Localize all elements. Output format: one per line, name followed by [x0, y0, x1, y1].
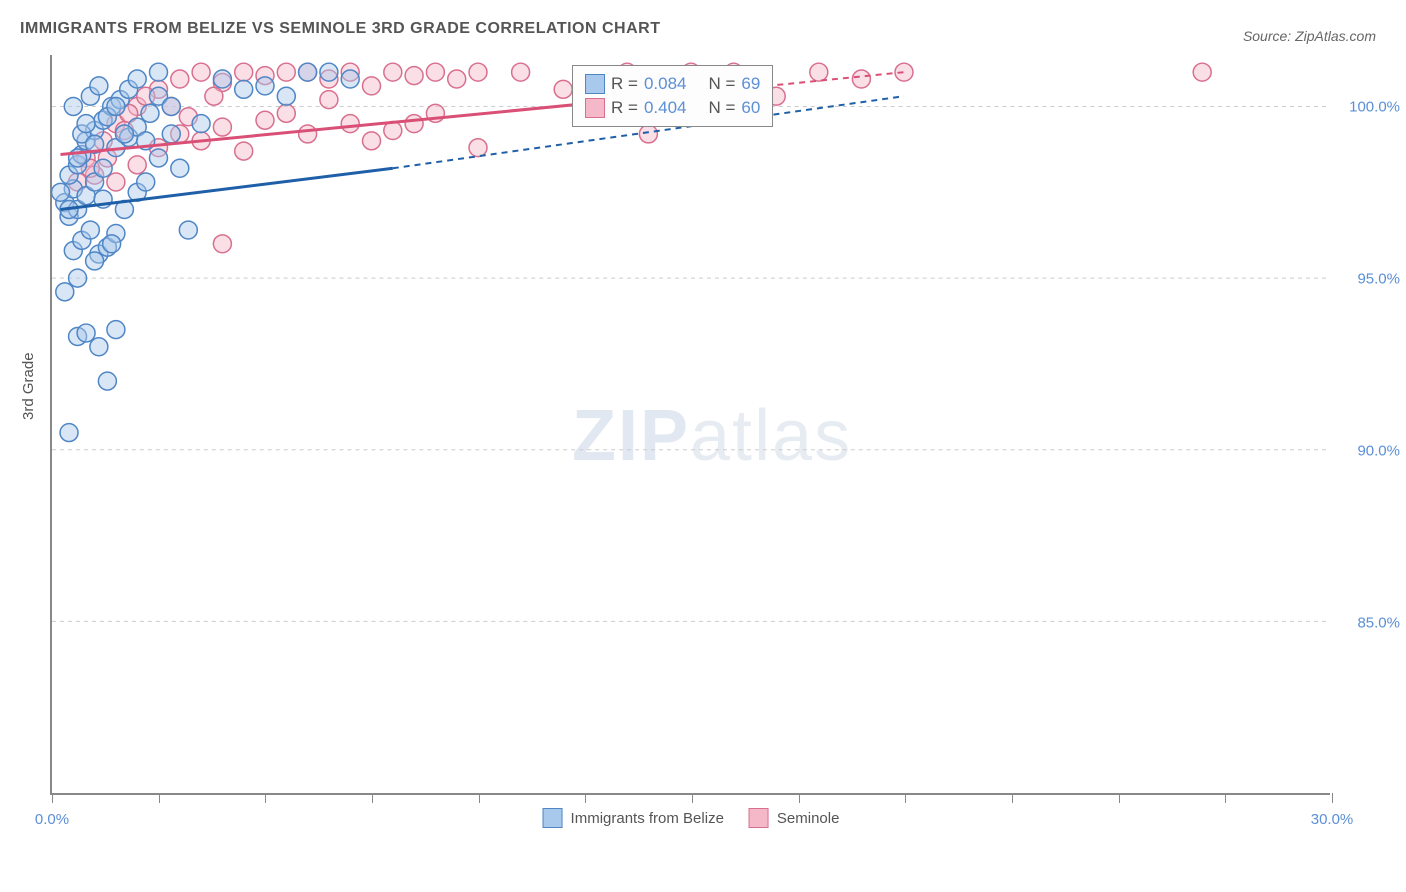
bottom-legend: Immigrants from Belize Seminole — [543, 808, 840, 828]
x-tick — [799, 793, 800, 803]
y-tick-label: 95.0% — [1357, 270, 1400, 287]
y-tick-label: 90.0% — [1357, 442, 1400, 459]
x-tick — [159, 793, 160, 803]
bottom-legend-seminole: Seminole — [749, 808, 840, 828]
x-tick — [905, 793, 906, 803]
n-value-seminole: 60 — [741, 98, 760, 118]
swatch-seminole — [585, 98, 605, 118]
x-tick — [265, 793, 266, 803]
n-value-belize: 69 — [741, 74, 760, 94]
x-tick — [52, 793, 53, 803]
legend-row-seminole: R = 0.404 N = 60 — [585, 96, 760, 120]
y-axis-label: 3rd Grade — [20, 352, 37, 420]
x-tick — [372, 793, 373, 803]
x-tick — [479, 793, 480, 803]
x-tick-label: 0.0% — [35, 811, 69, 828]
r-value-seminole: 0.404 — [644, 98, 687, 118]
bottom-legend-belize: Immigrants from Belize — [543, 808, 724, 828]
swatch-belize — [585, 74, 605, 94]
chart-area: ZIPatlas 85.0%90.0%95.0%100.0% 0.0%30.0%… — [50, 55, 1330, 795]
y-tick-label: 85.0% — [1357, 614, 1400, 631]
source-label: Source: ZipAtlas.com — [1243, 28, 1376, 44]
swatch-seminole-icon — [749, 808, 769, 828]
x-tick — [585, 793, 586, 803]
r-label: R = — [611, 98, 638, 118]
x-tick — [1225, 793, 1226, 803]
r-label: R = — [611, 74, 638, 94]
x-tick — [1119, 793, 1120, 803]
x-tick — [692, 793, 693, 803]
bottom-legend-belize-label: Immigrants from Belize — [571, 810, 724, 827]
y-tick-label: 100.0% — [1349, 98, 1400, 115]
plot-svg — [52, 55, 1330, 793]
r-value-belize: 0.084 — [644, 74, 687, 94]
x-tick — [1332, 793, 1333, 803]
x-tick — [1012, 793, 1013, 803]
correlation-legend: R = 0.084 N = 69 R = 0.404 N = 60 — [572, 65, 773, 127]
n-label: N = — [708, 98, 735, 118]
n-label: N = — [708, 74, 735, 94]
swatch-belize-icon — [543, 808, 563, 828]
x-tick-label: 30.0% — [1311, 811, 1354, 828]
bottom-legend-seminole-label: Seminole — [777, 810, 840, 827]
chart-title: IMMIGRANTS FROM BELIZE VS SEMINOLE 3RD G… — [20, 20, 660, 38]
legend-row-belize: R = 0.084 N = 69 — [585, 72, 760, 96]
